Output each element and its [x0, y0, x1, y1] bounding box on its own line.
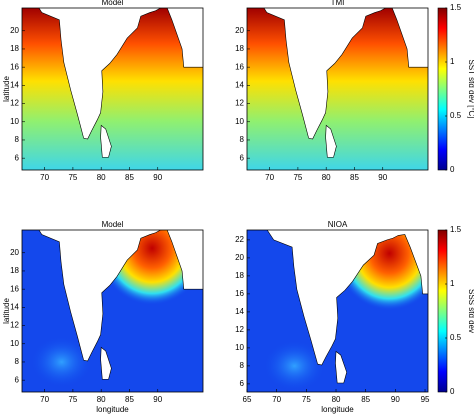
field	[247, 230, 428, 392]
colorbar-tick-label: 1.5	[450, 3, 462, 12]
x-tick-label: 85	[350, 173, 359, 182]
field	[22, 8, 203, 170]
colorbar	[437, 229, 448, 393]
y-tick-label: 10	[235, 343, 244, 352]
y-tick-label: 16	[10, 62, 19, 71]
x-tick-label: 85	[125, 173, 134, 182]
y-tick-label: 20	[10, 26, 19, 35]
x-tick-label: 90	[153, 173, 162, 182]
y-tick-label: 16	[235, 62, 244, 71]
x-tick-label: 85	[361, 395, 370, 404]
y-tick-label: 10	[235, 117, 244, 126]
x-tick-label: 75	[293, 173, 302, 182]
y-tick-label: 10	[10, 339, 19, 348]
colorbar-label: SST std dev [°C]	[467, 59, 474, 118]
x-tick-label: 70	[265, 173, 274, 182]
colorbar-tick-label: 0	[450, 165, 455, 174]
x-tick-label: 80	[332, 395, 341, 404]
panel-title: Model	[102, 220, 124, 229]
y-tick-label: 18	[10, 266, 19, 275]
y-tick-label: 14	[10, 302, 19, 311]
x-tick-label: 90	[378, 173, 387, 182]
sss-mid	[264, 340, 325, 391]
y-tick-label: 6	[15, 375, 20, 384]
colorbar-tick-label: 1	[450, 57, 455, 66]
x-tick-label: 75	[68, 395, 77, 404]
panel: Model 70 75 80 85 90 6 8 10 12 14 16 18 20 latitude	[2, 0, 204, 182]
panel-title: Model	[102, 0, 124, 7]
y-tick-label: 20	[235, 253, 244, 262]
colorbar-label: SSS std dev	[467, 289, 474, 333]
panel-title: NIOA	[328, 220, 348, 229]
x-tick-label: 70	[40, 173, 49, 182]
axes-frame	[246, 7, 429, 171]
y-tick-label: 14	[235, 307, 244, 316]
x-tick-label: 65	[243, 395, 252, 404]
y-tick-label: 18	[235, 44, 244, 53]
y-tick-label: 8	[15, 135, 20, 144]
land	[325, 124, 337, 158]
land	[38, 230, 203, 362]
x-tick-label: 70	[40, 395, 49, 404]
x-tick-label: 85	[125, 395, 134, 404]
y-axis-label: latitude	[2, 76, 11, 102]
y-tick-label: 14	[235, 80, 244, 89]
y-tick-label: 10	[10, 117, 19, 126]
x-tick-label: 80	[97, 395, 106, 404]
land	[335, 350, 348, 384]
colorbar-tick-label: 1	[450, 279, 455, 288]
y-axis-label: latitude	[2, 298, 11, 324]
y-tick-label: 8	[240, 135, 245, 144]
axes-frame	[21, 229, 204, 393]
colorbar	[437, 7, 448, 171]
x-tick-label: 80	[322, 173, 331, 182]
y-tick-label: 6	[15, 153, 20, 162]
axes-frame	[246, 229, 429, 393]
y-tick-label: 6	[240, 153, 245, 162]
x-tick-label: 95	[421, 395, 430, 404]
y-tick-label: 22	[235, 235, 244, 244]
land	[100, 124, 112, 158]
x-axis-label: longitude	[96, 405, 129, 414]
y-tick-label: 16	[235, 289, 244, 298]
sss-mid	[31, 336, 92, 387]
field	[247, 8, 428, 170]
x-axis-label: longitude	[321, 405, 354, 414]
x-tick-label: 75	[68, 173, 77, 182]
panel: TMI 70 75 80 85 90 6 8 10 12 14 16 18 20 0 0.5 1 1.5 SST s…	[235, 0, 474, 182]
panel: Model 70 75 80 85 90 6 8 10 12 14 16 18 20 longitude la…	[2, 220, 204, 414]
x-tick-label: 90	[391, 395, 400, 404]
y-tick-label: 12	[235, 325, 244, 334]
land	[100, 346, 112, 380]
colorbar-tick-label: 1.5	[450, 225, 462, 234]
x-tick-label: 80	[97, 173, 106, 182]
land	[267, 230, 428, 366]
y-tick-label: 18	[10, 44, 19, 53]
axes-frame	[21, 7, 204, 171]
panel-title: TMI	[331, 0, 345, 7]
x-tick-label: 75	[302, 395, 311, 404]
field	[22, 230, 203, 392]
x-tick-label: 90	[153, 395, 162, 404]
y-tick-label: 18	[235, 271, 244, 280]
y-tick-label: 20	[10, 248, 19, 257]
y-tick-label: 6	[240, 379, 245, 388]
y-tick-label: 20	[235, 26, 244, 35]
y-tick-label: 12	[10, 99, 19, 108]
y-tick-label: 8	[15, 357, 20, 366]
y-tick-label: 12	[10, 321, 19, 330]
colorbar-tick-label: 0	[450, 387, 455, 396]
colorbar-tick-label: 0.5	[450, 111, 462, 120]
y-tick-label: 8	[240, 361, 245, 370]
land	[38, 8, 203, 140]
y-tick-label: 16	[10, 284, 19, 293]
x-tick-label: 70	[272, 395, 281, 404]
colorbar-tick-label: 0.5	[450, 333, 462, 342]
y-tick-label: 12	[235, 99, 244, 108]
land	[263, 8, 428, 140]
y-tick-label: 14	[10, 80, 19, 89]
